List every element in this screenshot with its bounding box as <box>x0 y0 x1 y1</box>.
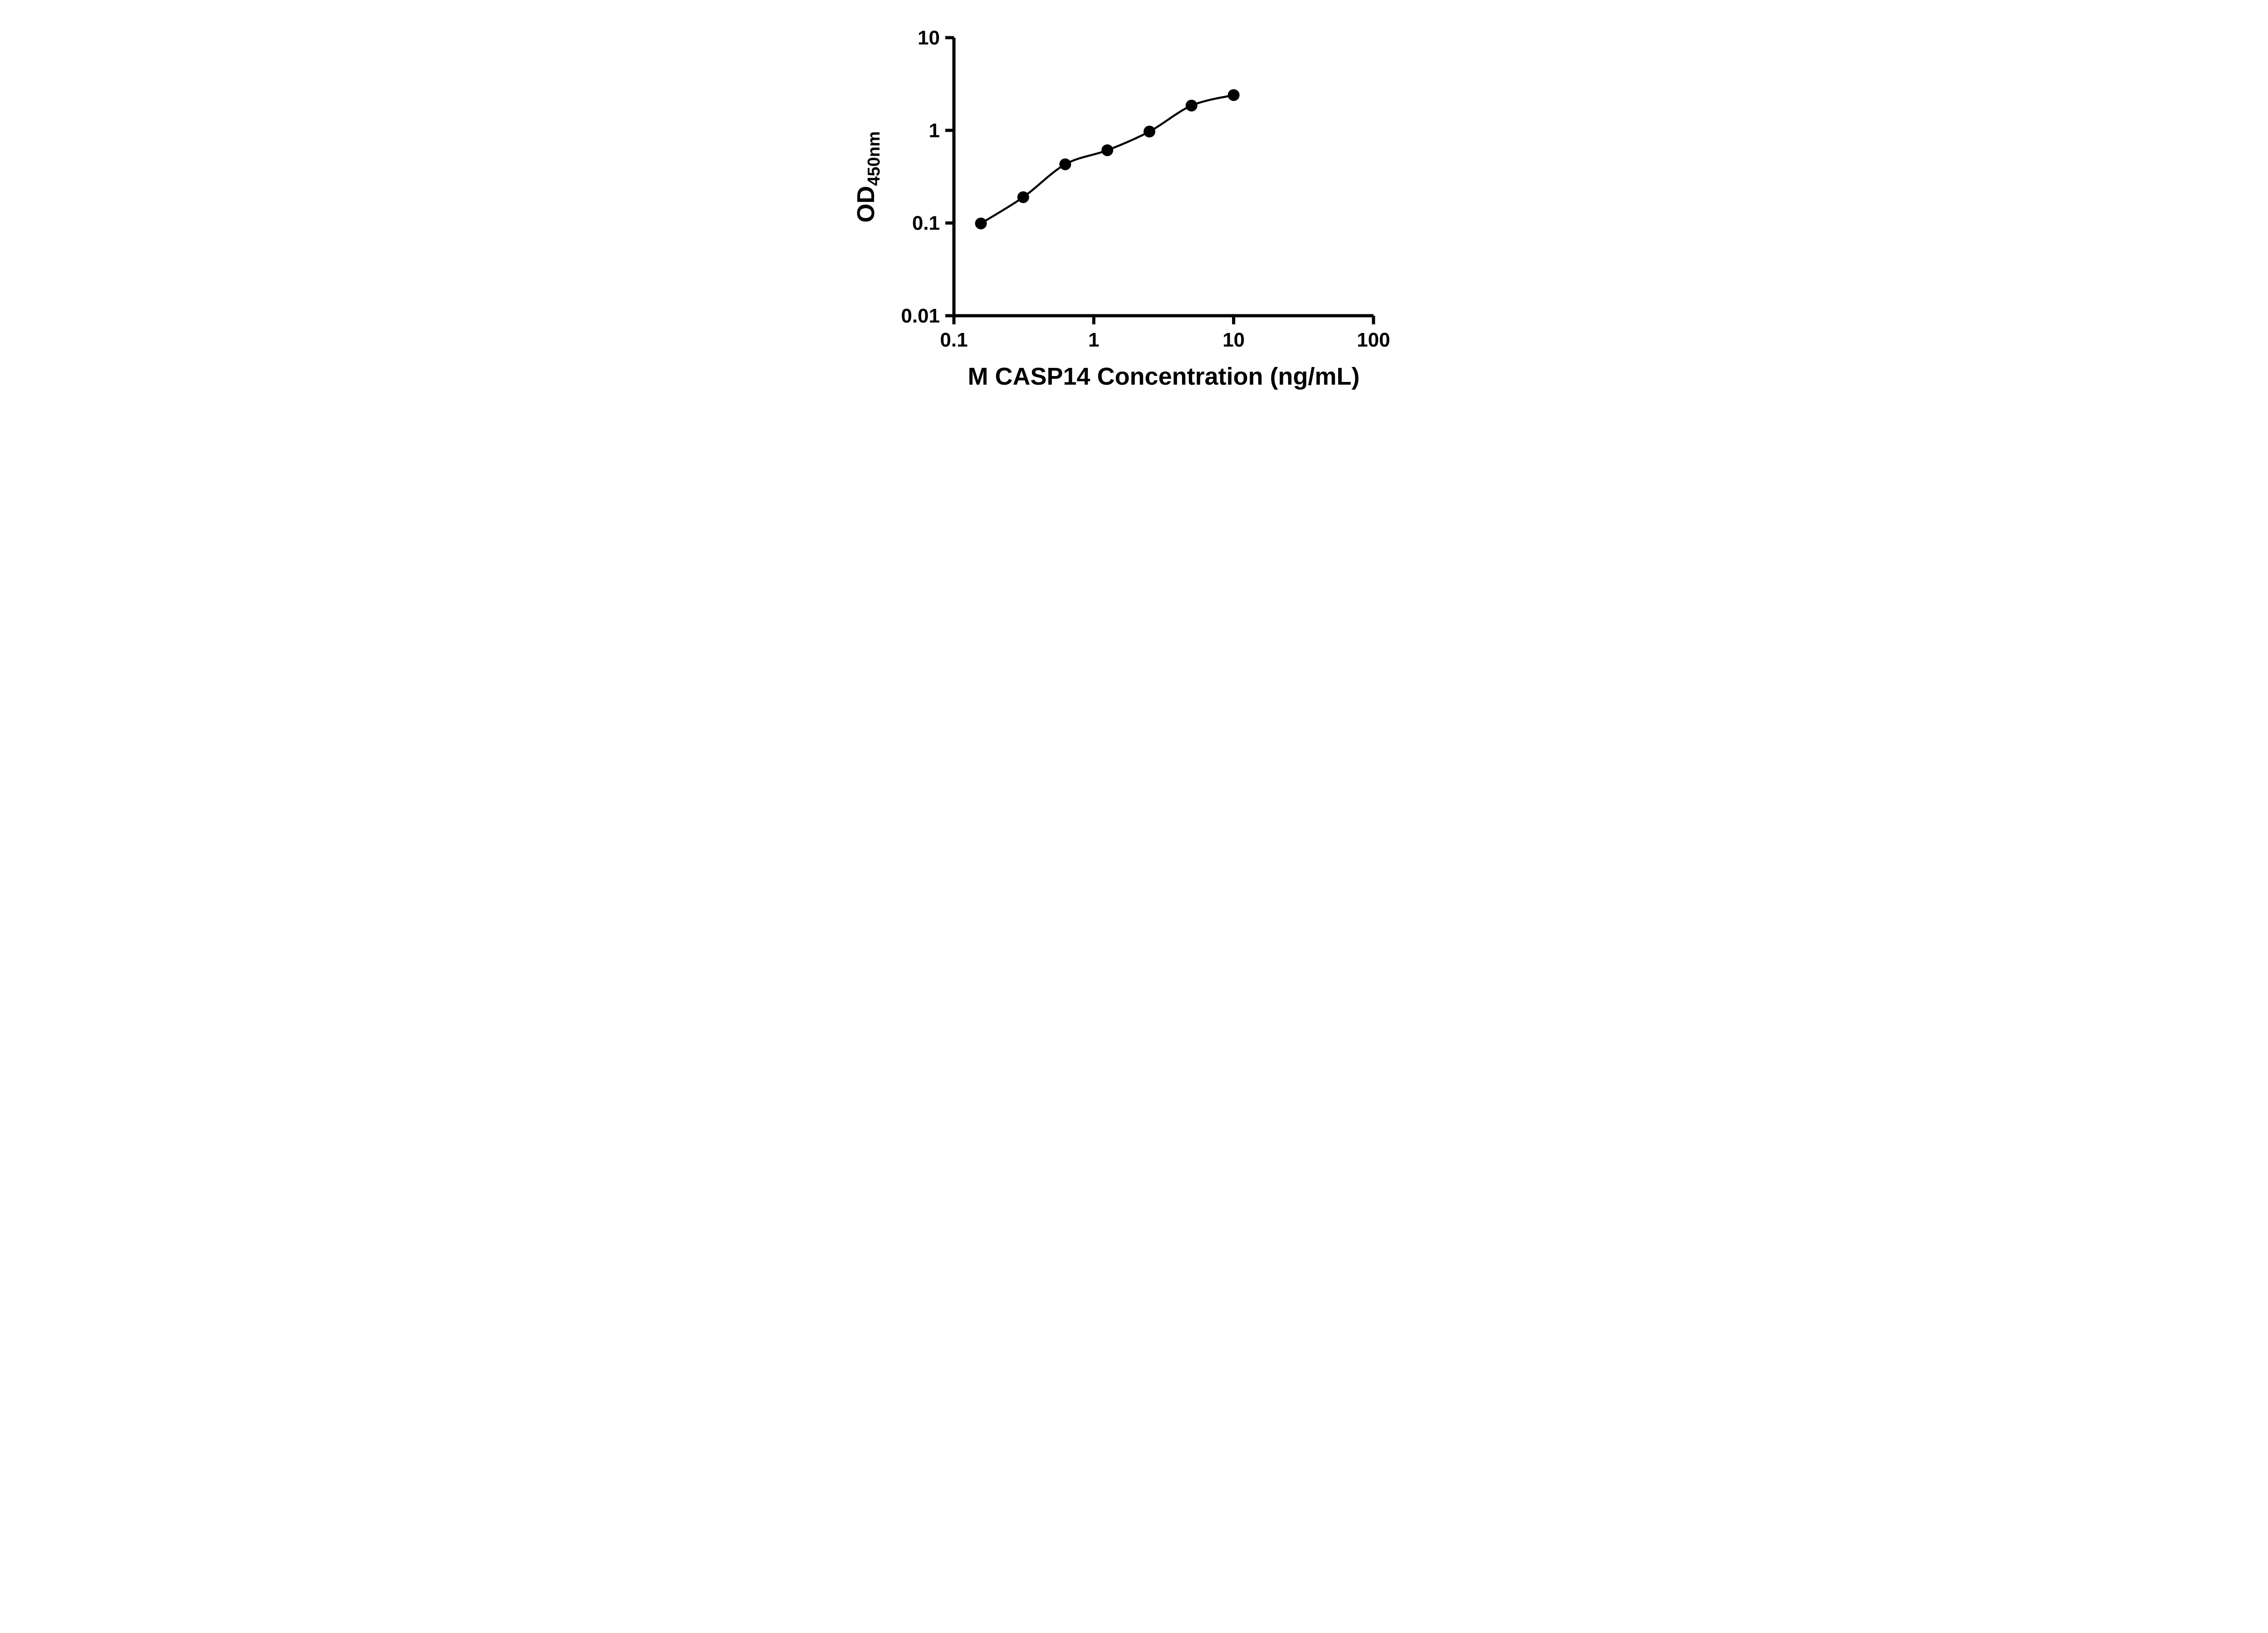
data-point <box>1017 191 1029 203</box>
x-tick-label: 10 <box>1222 329 1245 351</box>
data-point <box>1059 158 1071 171</box>
data-point <box>1185 99 1198 112</box>
chart-container: 0.01 0.1 1 10 0.1 1 10 100 M CASP14 Concentratio… <box>842 0 1426 408</box>
x-tick-label: 0.1 <box>940 329 968 351</box>
x-tick-label: 100 <box>1357 329 1390 351</box>
data-point <box>1144 126 1155 137</box>
y-tick-label: 0.01 <box>901 305 940 327</box>
y-tick-label: 1 <box>929 119 940 142</box>
data-point <box>975 217 987 230</box>
y-axis-title: OD450nm <box>852 131 884 222</box>
standard-curve-line <box>980 94 1234 225</box>
data-point <box>1101 144 1114 156</box>
x-tick-label: 1 <box>1088 329 1099 351</box>
axis-spines <box>952 38 1374 318</box>
page: 0.01 0.1 1 10 0.1 1 10 100 M CASP14 Concentratio… <box>0 0 2268 408</box>
y-tick-label: 0.1 <box>912 212 940 235</box>
data-point <box>1227 89 1240 101</box>
x-axis-title: M CASP14 Concentration (ng/mL) <box>968 363 1359 390</box>
y-tick-label: 10 <box>918 27 940 49</box>
